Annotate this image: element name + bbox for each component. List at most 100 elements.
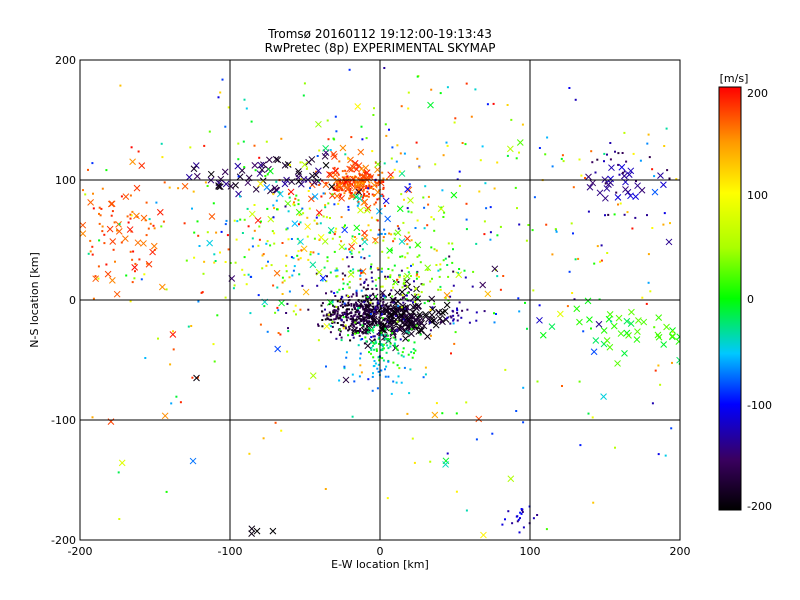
y-tick-label: 200 [55, 54, 76, 67]
data-point [352, 318, 355, 321]
data-point [137, 150, 140, 153]
data-point [437, 288, 440, 291]
data-point-x-marker [192, 162, 200, 169]
data-point [410, 288, 413, 291]
data-point [345, 172, 348, 175]
data-point [383, 319, 386, 322]
data-point [243, 166, 246, 169]
data-point [353, 314, 356, 317]
data-point [422, 376, 425, 379]
data-point [347, 316, 350, 319]
data-point [373, 315, 376, 318]
data-point [217, 96, 220, 99]
data-point [359, 283, 362, 286]
x-tick-label: 0 [377, 545, 384, 558]
data-point [377, 337, 380, 340]
data-point [366, 300, 369, 303]
data-point [328, 311, 331, 314]
data-point [266, 240, 269, 243]
data-point-x-marker [244, 179, 252, 187]
data-point-x-marker [595, 320, 603, 328]
data-point [336, 306, 339, 309]
data-point [370, 185, 373, 188]
data-point [336, 291, 339, 294]
data-point [289, 164, 291, 166]
data-point [342, 325, 345, 328]
data-point-x-marker [657, 172, 664, 179]
data-point [390, 307, 393, 310]
data-point [118, 223, 121, 226]
data-point [360, 299, 363, 302]
data-point [400, 354, 403, 357]
data-point [234, 261, 237, 264]
data-point [243, 273, 246, 276]
data-point [418, 166, 421, 169]
data-point [370, 263, 373, 266]
data-point [405, 294, 408, 297]
data-point-x-marker [319, 274, 327, 282]
data-point [229, 262, 232, 264]
data-point [339, 304, 342, 307]
data-point [224, 125, 227, 128]
data-point [525, 239, 528, 242]
data-point [380, 307, 382, 310]
data-point [335, 130, 338, 133]
data-point [671, 330, 674, 333]
data-point [486, 103, 489, 106]
data-point [258, 156, 261, 159]
data-point-x-marker [431, 411, 439, 419]
data-point-x-marker [507, 475, 515, 483]
data-point [439, 321, 442, 324]
data-point-x-marker [396, 205, 404, 213]
data-point [168, 186, 171, 189]
plot-frame [79, 59, 681, 541]
data-point-x-marker [372, 307, 380, 315]
data-point [402, 318, 405, 321]
data-point [382, 186, 385, 189]
data-point [138, 258, 141, 261]
data-point [406, 285, 409, 288]
data-point [361, 305, 364, 308]
data-point [340, 216, 343, 219]
x-tick-label: 100 [520, 545, 541, 558]
data-point [221, 78, 224, 81]
data-point [347, 304, 350, 307]
data-point-x-marker [276, 190, 284, 198]
data-point [404, 307, 406, 310]
data-point [204, 181, 207, 184]
data-point-x-marker [402, 335, 409, 343]
data-point [340, 339, 343, 342]
data-point [133, 277, 136, 280]
data-point [606, 153, 608, 156]
data-point-x-marker [190, 165, 198, 173]
data-point [140, 278, 143, 281]
data-point [367, 313, 370, 316]
data-point [331, 325, 334, 328]
data-point [365, 315, 368, 317]
data-point-x-marker [415, 328, 423, 335]
data-point [325, 292, 327, 295]
data-point-x-marker [300, 175, 308, 183]
data-point [648, 156, 651, 159]
data-point-x-marker [386, 247, 393, 254]
data-point [347, 334, 350, 337]
data-point [347, 208, 350, 211]
data-point [383, 337, 386, 340]
data-point-x-marker [408, 330, 415, 338]
data-point [393, 264, 396, 267]
data-point [283, 279, 286, 282]
colorbar-tick-label: 200 [747, 87, 768, 100]
data-point [374, 284, 377, 287]
data-point [424, 366, 427, 369]
data-point [245, 107, 248, 110]
data-point [371, 389, 374, 392]
data-point-x-marker [398, 238, 406, 245]
data-point [591, 416, 594, 419]
data-point-x-marker [606, 343, 614, 351]
data-point-x-marker [295, 208, 303, 216]
data-point [341, 258, 344, 261]
data-point [443, 211, 446, 214]
data-point [347, 329, 350, 332]
data-point [295, 194, 298, 197]
data-point-x-marker [253, 527, 261, 535]
